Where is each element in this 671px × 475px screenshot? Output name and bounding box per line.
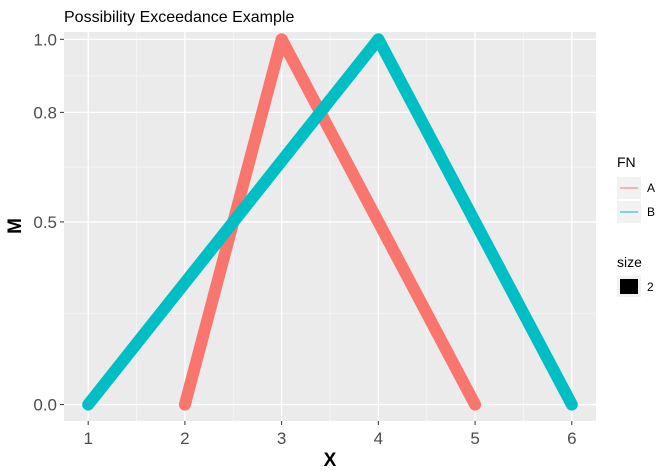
y-tick-label: 0.8: [33, 103, 57, 122]
x-tick-label: 3: [277, 429, 286, 448]
series-line-B: [82, 33, 578, 411]
major-gridlines: [64, 32, 596, 421]
legend-color-title: FN: [617, 154, 636, 170]
x-tick-label: 5: [470, 429, 479, 448]
y-tick-label: 1.0: [33, 30, 57, 49]
y-tick-label: 0.5: [33, 213, 57, 232]
y-tick-label: 0.0: [33, 396, 57, 415]
chart-title: Possibility Exceedance Example: [64, 9, 294, 26]
x-tick-label: 4: [374, 429, 383, 448]
legend-size-label: 2: [647, 280, 654, 294]
series-layer: [82, 33, 578, 411]
y-axis-title: M: [5, 218, 26, 234]
x-tick-label: 2: [180, 429, 189, 448]
legend-label-A: A: [647, 181, 655, 195]
series-line-A: [178, 33, 482, 411]
legend-color-items: AB: [617, 177, 655, 223]
legend-size-key: [620, 279, 638, 294]
x-tick-label: 1: [83, 429, 92, 448]
x-axis: 1 2 3 4 5 6: [83, 421, 577, 448]
legend-size-title: size: [617, 254, 642, 270]
legend: FN AB size 2: [617, 154, 655, 297]
y-axis: 0.0 0.5 0.8 1.0: [33, 30, 64, 415]
x-tick-label: 6: [567, 429, 576, 448]
legend-label-B: B: [647, 205, 655, 219]
x-axis-title: X: [324, 450, 337, 471]
